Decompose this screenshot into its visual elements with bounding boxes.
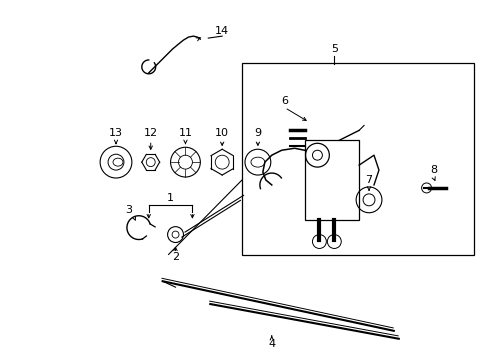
Text: 3: 3 bbox=[125, 205, 132, 215]
Text: 9: 9 bbox=[254, 129, 261, 138]
Text: 10: 10 bbox=[215, 129, 229, 138]
Bar bbox=[304, 140, 358, 220]
Text: 1: 1 bbox=[167, 193, 174, 203]
Text: 5: 5 bbox=[330, 44, 337, 54]
Text: 11: 11 bbox=[178, 129, 192, 138]
Text: 2: 2 bbox=[172, 252, 179, 262]
Text: 6: 6 bbox=[281, 96, 287, 105]
Text: 8: 8 bbox=[429, 165, 436, 175]
Bar bbox=[242, 63, 473, 255]
Text: 12: 12 bbox=[143, 129, 158, 138]
Text: 13: 13 bbox=[109, 129, 123, 138]
Text: 7: 7 bbox=[365, 175, 372, 185]
Text: 14: 14 bbox=[215, 26, 229, 36]
Text: 4: 4 bbox=[268, 339, 275, 349]
